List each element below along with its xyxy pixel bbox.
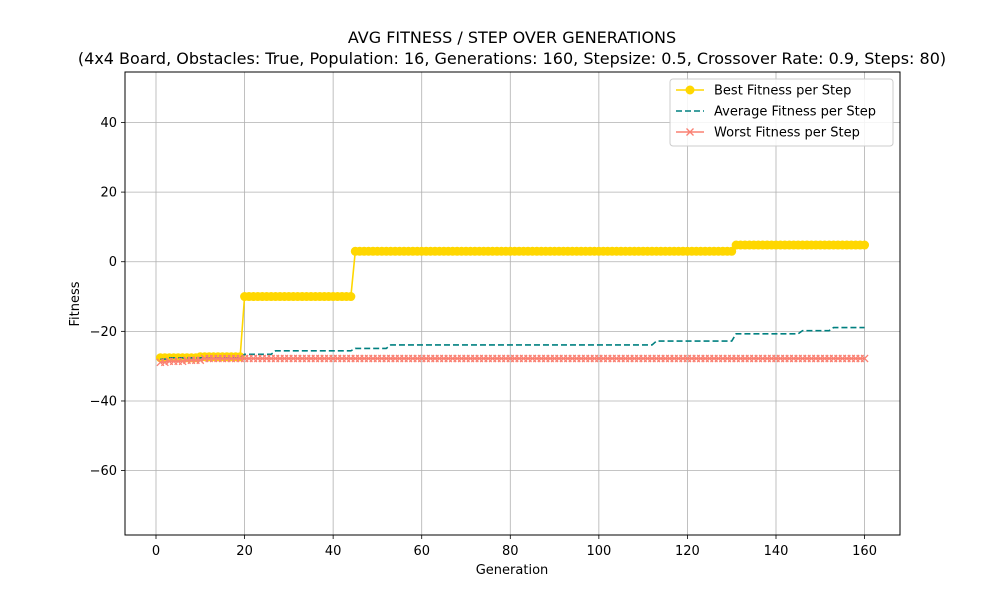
legend: Best Fitness per Step Average Fitness per… (669, 78, 894, 147)
series-lines (155, 240, 870, 367)
y-tick-label: −60 (90, 464, 117, 479)
y-tick-label: −20 (90, 325, 117, 340)
x-marker-stroke (860, 354, 869, 363)
y-tick-label: 20 (100, 186, 117, 201)
grid-lines (125, 72, 900, 535)
chart-subtitle: (4x4 Board, Obstacles: True, Population:… (78, 49, 946, 68)
axis-ticks: 0 20 40 60 80 100 120 140 160 −60 −40 −20 0 20 40 (90, 116, 877, 559)
x-tick-label: 120 (675, 544, 700, 559)
point-worst (196, 356, 205, 365)
x-tick-label: 80 (502, 544, 519, 559)
legend-box (669, 78, 894, 147)
point-best (860, 240, 870, 250)
x-marker-stroke (196, 356, 205, 365)
legend-label-average: Average Fitness per Step (714, 105, 876, 120)
series-line-worst (160, 357, 865, 364)
x-marker-stroke (686, 128, 694, 136)
point-worst (860, 354, 869, 363)
x-axis-label: Generation (476, 563, 549, 578)
y-axis-label: Fitness (68, 281, 83, 326)
x-tick-label: 60 (413, 544, 430, 559)
series-line-average (160, 326, 865, 360)
legend-label-best: Best Fitness per Step (714, 84, 851, 99)
y-tick-label: 40 (100, 116, 117, 131)
legend-label-worst: Worst Fitness per Step (714, 126, 860, 141)
chart-title: AVG FITNESS / STEP OVER GENERATIONS (348, 28, 676, 47)
x-tick-label: 160 (852, 544, 877, 559)
x-tick-label: 140 (764, 544, 789, 559)
x-tick-label: 20 (236, 544, 253, 559)
legend-marker-best (685, 85, 695, 95)
plot-frame (124, 71, 901, 536)
x-tick-label: 40 (325, 544, 342, 559)
x-tick-label: 0 (152, 544, 160, 559)
point-best (727, 246, 737, 256)
y-tick-label: −40 (90, 394, 117, 409)
x-tick-label: 100 (586, 544, 611, 559)
legend-marker-worst (686, 128, 694, 136)
y-tick-label: 0 (109, 255, 117, 270)
point-best (346, 292, 356, 302)
series-markers-best (155, 240, 870, 363)
series-markers-worst (156, 354, 869, 367)
